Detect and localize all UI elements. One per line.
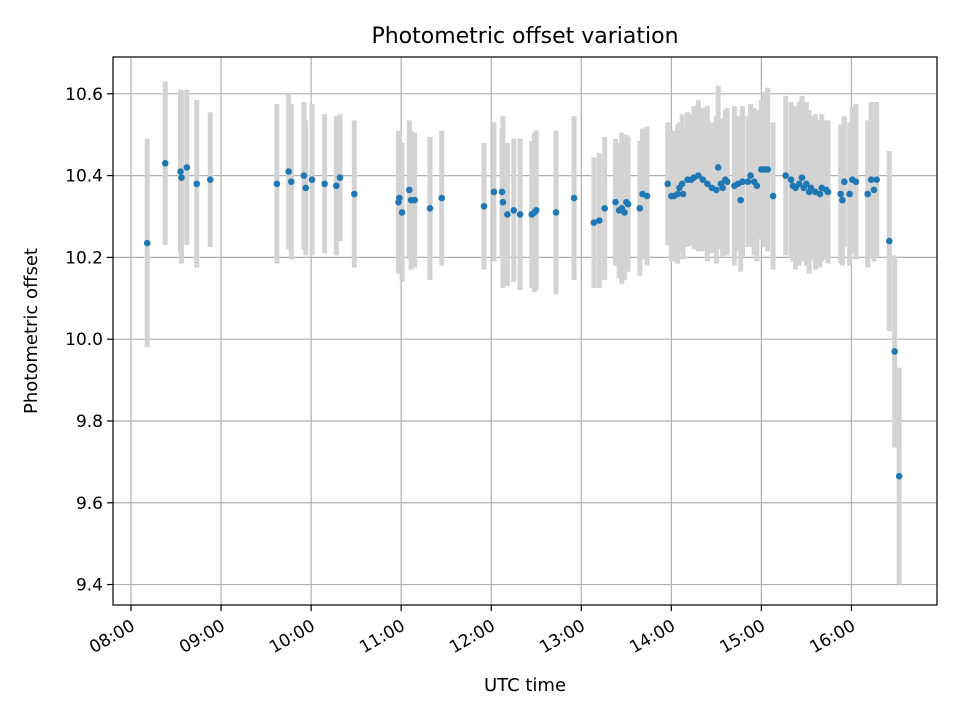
data-point — [206, 176, 214, 183]
data-point — [570, 194, 578, 202]
data-point — [885, 237, 893, 245]
plot-frame — [112, 56, 938, 606]
data-point — [787, 176, 795, 183]
data-point — [612, 198, 619, 206]
data-point — [288, 178, 295, 186]
data-point — [333, 182, 340, 190]
data-point — [411, 196, 418, 204]
data-point — [490, 188, 498, 196]
data-point — [852, 178, 860, 186]
data-point — [873, 176, 880, 183]
data-point — [753, 182, 761, 190]
data-point — [426, 205, 434, 212]
data-point — [744, 178, 752, 186]
data-point — [737, 196, 744, 204]
data-point — [704, 180, 711, 188]
data-point — [624, 200, 632, 208]
data-point — [839, 196, 846, 204]
data-point — [695, 172, 702, 179]
data-point — [643, 192, 651, 200]
data-point — [636, 205, 644, 212]
y-axis-ticks: 9.4 9.6 9.8 10.0 10.2 10.4 10.6 — [65, 85, 113, 596]
data-point — [351, 190, 358, 198]
y-tick-label: 10.2 — [65, 248, 103, 268]
data-point — [664, 180, 672, 188]
data-point — [552, 209, 560, 216]
data-point — [714, 164, 722, 171]
y-tick-label: 10.0 — [65, 330, 103, 350]
data-point — [273, 180, 281, 188]
data-point — [723, 178, 731, 186]
x-axis-label: UTC time — [484, 675, 566, 696]
y-tick-label: 10.4 — [65, 167, 103, 187]
data-point — [161, 160, 169, 167]
data-point — [747, 172, 754, 179]
data-point — [143, 239, 151, 247]
data-point — [504, 211, 511, 218]
data-point — [674, 190, 681, 198]
data-point — [193, 180, 201, 188]
data-point — [764, 166, 771, 173]
data-point — [870, 186, 878, 194]
data-point — [678, 180, 686, 188]
data-points — [143, 160, 903, 480]
data-point — [405, 186, 413, 194]
data-point — [867, 176, 875, 183]
data-point — [699, 176, 707, 183]
chart-title: Photometric offset variation — [371, 24, 678, 49]
data-point — [336, 174, 344, 181]
data-point — [782, 172, 790, 179]
data-point — [713, 186, 720, 194]
data-point — [183, 164, 191, 171]
data-point — [846, 190, 853, 198]
data-point — [285, 168, 292, 175]
data-point — [438, 194, 445, 202]
data-point — [769, 192, 777, 200]
data-point — [398, 209, 406, 216]
data-point — [480, 202, 488, 210]
data-point — [178, 174, 185, 181]
data-point — [816, 190, 824, 198]
data-point — [798, 174, 806, 181]
data-point — [300, 172, 308, 179]
y-tick-label: 9.8 — [76, 412, 103, 432]
data-point — [891, 348, 898, 355]
data-point — [498, 188, 506, 196]
data-point — [321, 180, 328, 188]
y-tick-label: 9.6 — [76, 494, 103, 514]
data-point — [177, 168, 184, 175]
data-point — [396, 194, 403, 202]
data-point — [840, 178, 848, 186]
data-point — [679, 190, 687, 198]
data-point — [595, 217, 603, 224]
data-point — [302, 184, 310, 192]
data-point — [803, 180, 810, 188]
data-point — [590, 219, 598, 226]
data-point — [532, 207, 540, 214]
data-point — [719, 184, 726, 192]
data-point — [499, 198, 507, 206]
data-point — [516, 211, 524, 218]
y-axis-label: Photometric offset — [21, 248, 42, 414]
data-point — [795, 180, 803, 188]
data-point — [824, 188, 832, 196]
data-point — [621, 209, 628, 216]
y-tick-label: 10.6 — [65, 85, 103, 105]
data-point — [601, 205, 608, 212]
data-point — [895, 472, 903, 480]
data-point — [864, 190, 871, 198]
data-point — [837, 190, 844, 198]
y-tick-label: 9.4 — [76, 576, 103, 596]
data-point — [510, 207, 518, 214]
data-point — [807, 184, 815, 192]
data-point — [739, 178, 746, 186]
data-point — [308, 176, 316, 183]
